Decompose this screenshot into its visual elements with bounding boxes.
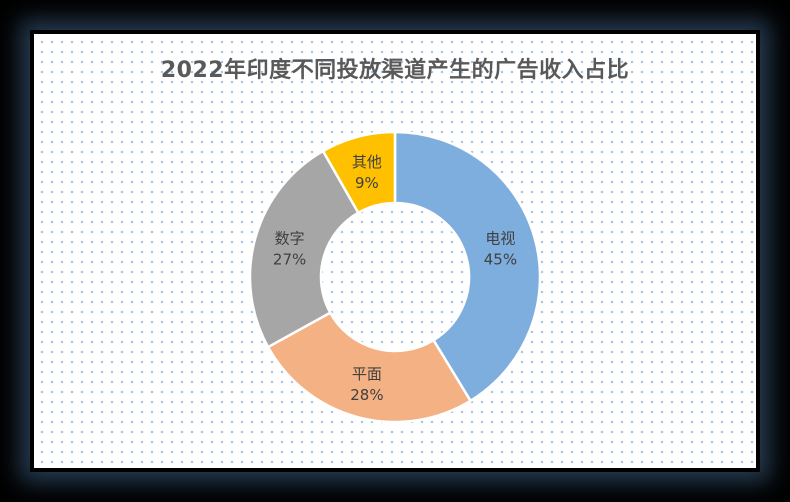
chart-title: 2022年印度不同投放渠道产生的广告收入占比 xyxy=(160,58,630,83)
slice-value-label-3: 9% xyxy=(355,174,379,192)
donut-chart: 电视 45% 平面 28% 数字 27% 其他 9% xyxy=(248,130,542,424)
donut-slice-0 xyxy=(393,130,542,403)
slice-value-label-1: 28% xyxy=(350,386,383,404)
chart-area: 2022年印度不同投放渠道产生的广告收入占比 电视 45% 平面 28% 数字 27% 其他… xyxy=(34,34,756,468)
donut-slice-1 xyxy=(266,311,473,424)
slice-value-label-2: 27% xyxy=(273,250,306,268)
slice-label-2: 数字 xyxy=(275,229,305,247)
donut-slice-3 xyxy=(321,130,397,215)
donut-slice-2 xyxy=(248,149,361,349)
slice-value-label-0: 45% xyxy=(484,250,517,268)
slice-label-1: 平面 xyxy=(352,365,382,383)
slice-label-0: 电视 xyxy=(485,229,515,247)
slice-label-3: 其他 xyxy=(352,153,382,171)
